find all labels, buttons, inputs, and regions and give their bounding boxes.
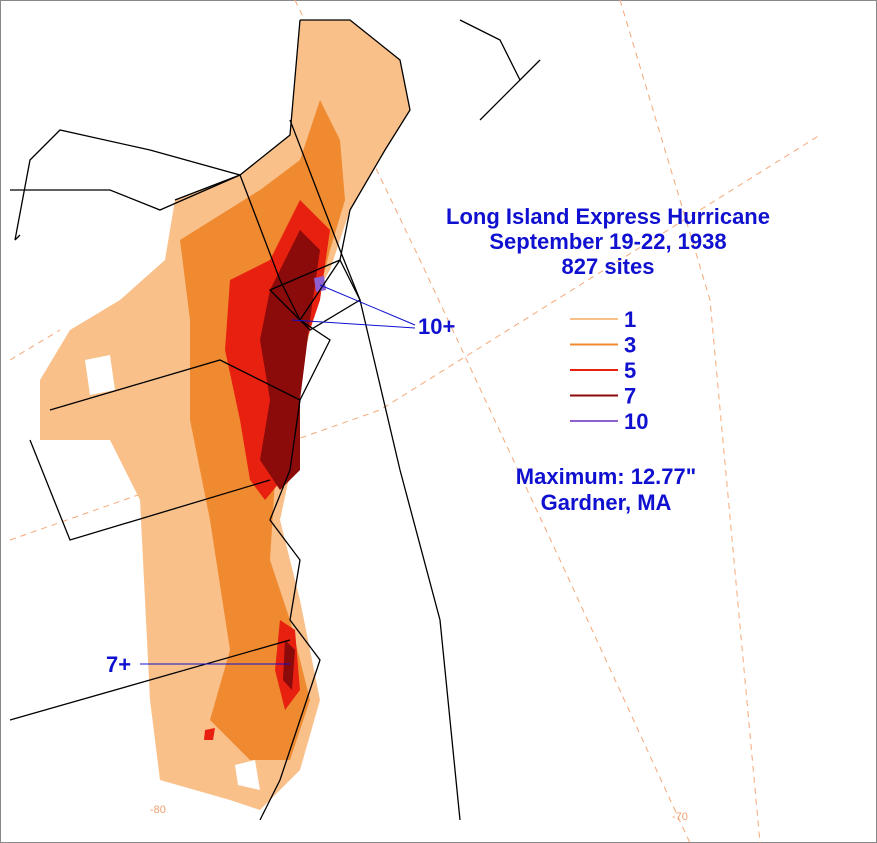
rainfall	[40, 20, 410, 810]
title: Long Island Express Hurricane	[446, 204, 770, 229]
title: September 19-22, 1938	[489, 229, 726, 254]
pointer	[291, 319, 416, 329]
boundaries	[9, 19, 541, 821]
title: 827 sites	[562, 254, 655, 279]
lon-label: -70	[672, 811, 688, 823]
maximum: Gardner, MA	[541, 490, 672, 515]
annotation: 10+	[418, 314, 455, 339]
legend-label: 7	[624, 384, 636, 409]
lon-label: -80	[150, 804, 166, 816]
pointer	[319, 284, 416, 326]
legend-label: 10	[624, 409, 648, 434]
annotation: 7+	[106, 652, 131, 677]
legend-label: 5	[624, 358, 636, 383]
legend-label: 3	[624, 333, 636, 358]
maximum: Maximum: 12.77"	[516, 464, 696, 489]
legend-label: 1	[624, 307, 636, 332]
